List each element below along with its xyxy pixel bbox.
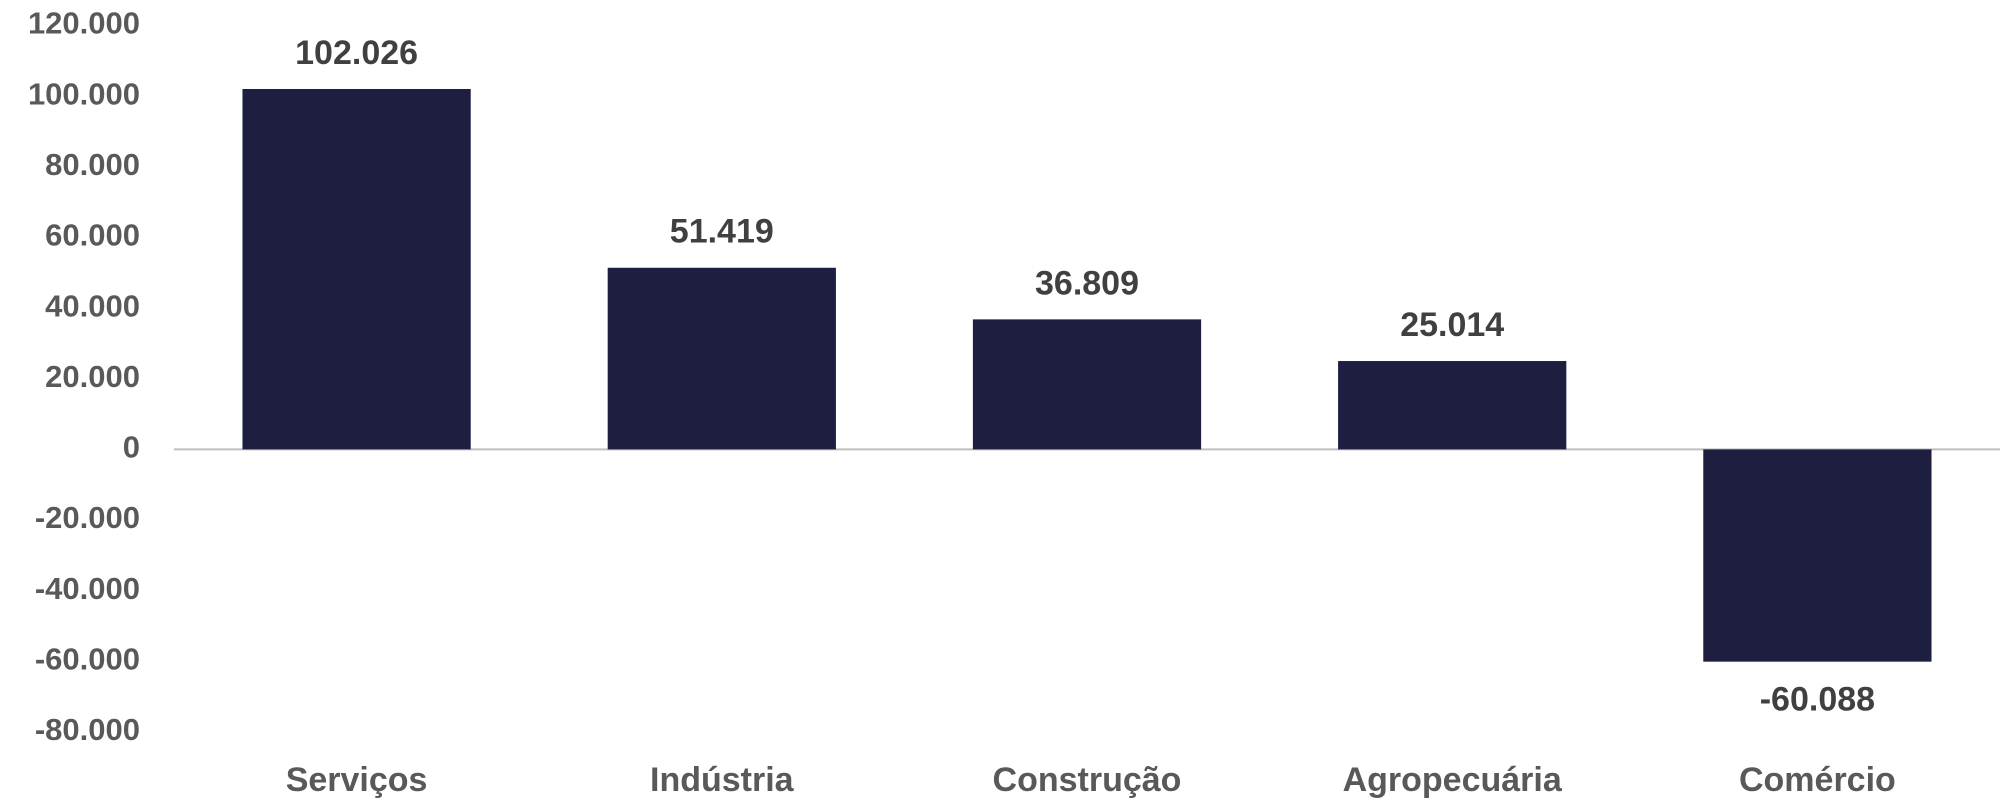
y-tick-label: 120.000 <box>28 6 140 41</box>
data-label: -60.088 <box>1760 681 1875 719</box>
x-tick-label: Serviços <box>286 761 428 799</box>
y-tick-label: 20.000 <box>45 359 140 394</box>
data-label: 25.014 <box>1400 306 1504 344</box>
bar <box>972 319 1202 450</box>
y-tick-label: -40.000 <box>35 571 140 606</box>
y-tick-label: 60.000 <box>45 218 140 253</box>
bar <box>1703 449 1932 662</box>
y-tick-label: -60.000 <box>35 642 140 677</box>
x-tick-label: Agropecuária <box>1343 761 1563 799</box>
bar <box>1338 361 1567 450</box>
x-tick-label: Construção <box>993 761 1182 799</box>
y-tick-label: -20.000 <box>35 500 140 535</box>
y-tick-label: 100.000 <box>28 76 140 111</box>
data-label: 102.026 <box>295 34 418 72</box>
data-label: 36.809 <box>1035 264 1139 302</box>
y-tick-label: -80.000 <box>35 712 140 747</box>
data-label: 51.419 <box>670 213 774 251</box>
y-tick-label: 0 <box>123 430 140 465</box>
y-tick-label: 40.000 <box>45 288 140 323</box>
y-tick-label: 80.000 <box>45 147 140 182</box>
x-tick-label: Comércio <box>1739 761 1896 799</box>
x-tick-label: Indústria <box>650 761 795 799</box>
bar <box>607 267 836 450</box>
bar <box>242 88 471 450</box>
